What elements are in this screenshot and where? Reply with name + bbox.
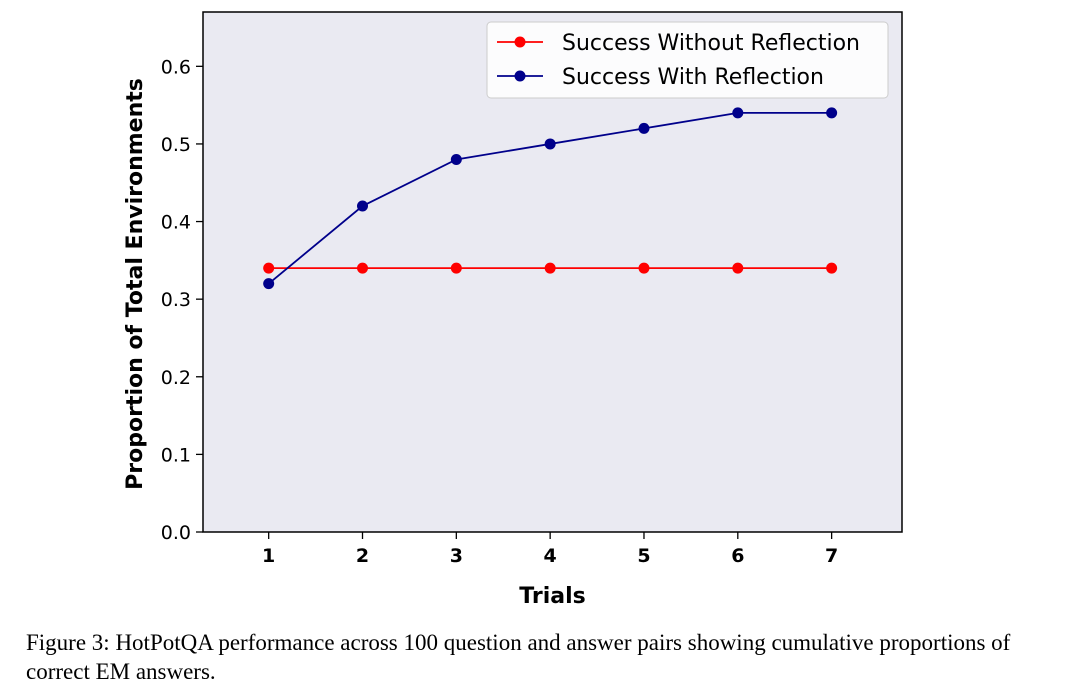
y-tick-label: 0.5 bbox=[161, 134, 191, 156]
y-axis-ticks: 0.0 0.1 0.2 0.3 0.4 0.5 0.6 bbox=[161, 56, 203, 544]
series-2-point bbox=[357, 200, 369, 212]
y-axis-label: Proportion of Total Environments bbox=[123, 78, 148, 490]
series-2-point bbox=[263, 278, 275, 290]
x-tick-label: 1 bbox=[262, 545, 275, 567]
legend-label: Success Without Reflection bbox=[562, 31, 860, 56]
x-tick-label: 7 bbox=[825, 545, 838, 567]
x-tick-label: 4 bbox=[544, 545, 557, 567]
x-tick-label: 2 bbox=[356, 545, 369, 567]
figure-caption: Figure 3: HotPotQA performance across 10… bbox=[26, 630, 1011, 684]
series-2-point bbox=[826, 107, 838, 119]
series-1-point bbox=[638, 262, 650, 274]
series-layer bbox=[263, 107, 838, 290]
series-1-point bbox=[544, 262, 556, 274]
series-1-point bbox=[826, 262, 838, 274]
line-chart: 0.0 0.1 0.2 0.3 0.4 0.5 0.6 1 2 3 4 5 6 7 Trials Pro… bbox=[123, 11, 903, 609]
x-tick-label: 3 bbox=[450, 545, 463, 567]
y-tick-label: 0.6 bbox=[161, 56, 191, 78]
series-1-point bbox=[732, 262, 744, 274]
series-2-point bbox=[732, 107, 744, 119]
y-tick-label: 0.3 bbox=[161, 289, 191, 311]
series-1-point bbox=[357, 262, 369, 274]
series-1-point bbox=[263, 262, 275, 274]
y-tick-label: 0.0 bbox=[161, 522, 191, 544]
legend-label: Success With Reflection bbox=[562, 65, 824, 90]
legend: Success Without Reflection Success With R… bbox=[486, 21, 889, 99]
legend-box bbox=[486, 21, 889, 99]
series-2-point bbox=[450, 153, 462, 165]
legend-marker bbox=[514, 70, 526, 82]
y-tick-label: 0.1 bbox=[161, 444, 191, 466]
legend-marker bbox=[514, 36, 526, 48]
x-tick-label: 6 bbox=[731, 545, 744, 567]
series-2-point bbox=[638, 122, 650, 134]
series-1-point bbox=[450, 262, 462, 274]
x-axis-label: Trials bbox=[519, 584, 585, 609]
y-tick-label: 0.4 bbox=[161, 212, 191, 234]
x-axis-ticks: 1 2 3 4 5 6 7 bbox=[262, 532, 838, 567]
plot-frame bbox=[202, 11, 903, 533]
series-2-point bbox=[544, 138, 556, 150]
x-tick-label: 5 bbox=[637, 545, 650, 567]
y-tick-label: 0.2 bbox=[161, 367, 191, 389]
